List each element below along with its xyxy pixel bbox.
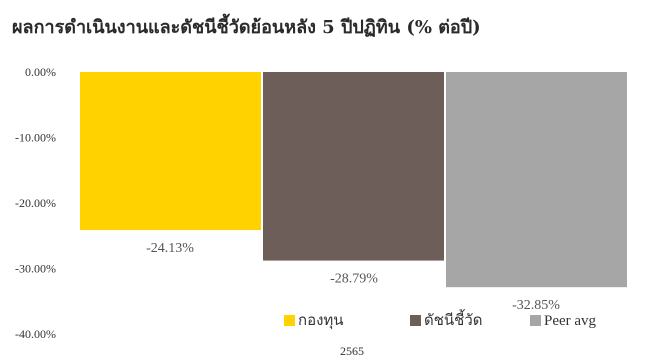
data-label: -28.79% <box>330 272 378 287</box>
chart-title: ผลการดำเนินงานและดัชนีชี้วัดย้อนหลัง 5 ป… <box>12 17 481 38</box>
legend-swatch <box>284 315 295 326</box>
bar-1 <box>80 72 261 231</box>
legend-swatch <box>530 315 541 326</box>
y-tick-label: -40.00% <box>15 327 56 341</box>
y-tick-label: -10.00% <box>15 131 56 145</box>
y-tick-label: -30.00% <box>15 262 56 276</box>
legend-label: กองทุน <box>298 313 344 330</box>
legend-swatch <box>410 315 421 326</box>
data-label: -32.85% <box>512 298 560 313</box>
y-tick-label: -20.00% <box>15 196 56 210</box>
y-tick-label: 0.00% <box>25 65 56 79</box>
x-category-label: 2565 <box>340 344 364 358</box>
data-label: -24.13% <box>146 241 194 256</box>
bar-3 <box>446 72 627 288</box>
bar-2 <box>263 72 444 261</box>
legend-label: Peer avg <box>544 313 597 329</box>
legend-label: ดัชนีชี้วัด <box>424 309 483 329</box>
